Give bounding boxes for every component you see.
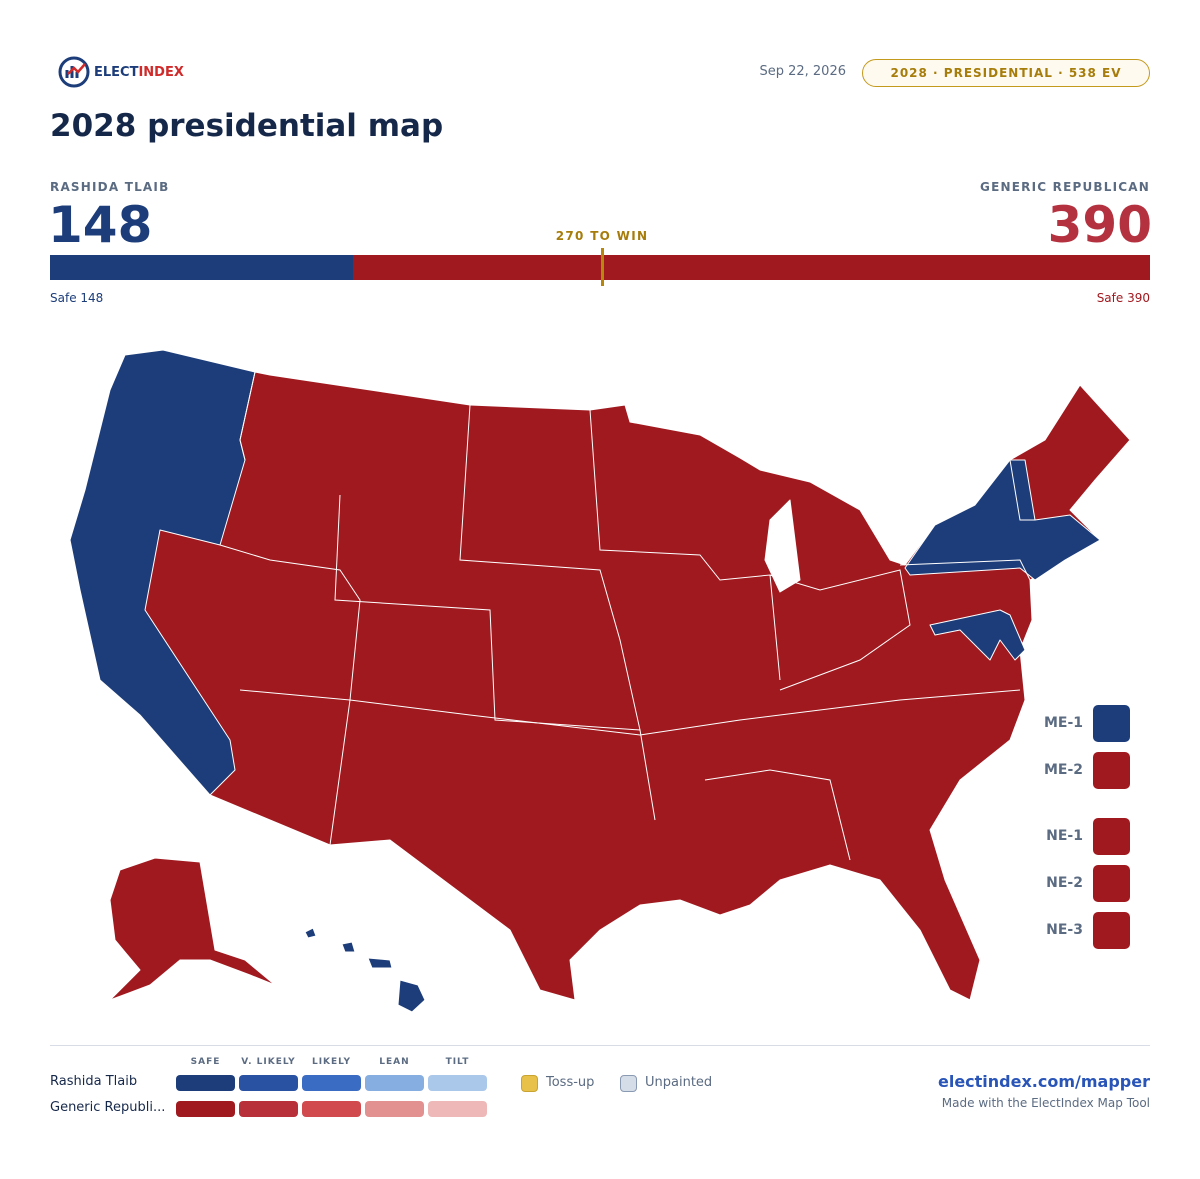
legend-swatch	[239, 1101, 298, 1117]
url-link[interactable]: electindex.com/mapper	[937, 1072, 1150, 1091]
logo-icon	[58, 56, 90, 88]
district-box	[1093, 912, 1130, 949]
legend-swatch	[302, 1075, 361, 1091]
border	[334, 494, 656, 821]
border	[239, 689, 1021, 736]
candidate-name: RASHIDA TLAIB	[50, 180, 170, 194]
district-label: NE-3	[1046, 922, 1083, 938]
safe-value: 390	[1127, 291, 1150, 305]
bar-segment	[352, 255, 1150, 280]
legend-row-name: Rashida Tlaib	[50, 1074, 138, 1089]
to-win-marker	[601, 248, 605, 286]
legend-swatch	[521, 1075, 538, 1092]
legend-label: Toss-up	[546, 1075, 595, 1090]
district-box	[1093, 818, 1130, 855]
district-label: NE-2	[1046, 875, 1083, 891]
lake	[764, 499, 801, 593]
border	[459, 404, 641, 731]
district-box	[1093, 705, 1130, 742]
district-box	[1093, 865, 1130, 902]
divider	[50, 1045, 1150, 1046]
border	[589, 409, 781, 681]
state-region	[367, 957, 393, 969]
candidate-name: GENERIC REPUBLICAN	[980, 180, 1150, 194]
safe-label: Safe	[1096, 291, 1124, 305]
to-win-label: 270 TO WIN	[556, 229, 649, 243]
district-label: NE-1	[1046, 828, 1083, 844]
safe-total: Safe 390	[1097, 291, 1150, 305]
border	[1009, 459, 1035, 521]
credit: Made with the ElectIndex Map Tool	[941, 1096, 1150, 1110]
border	[239, 371, 256, 461]
to-win-text: TO WIN	[590, 229, 649, 243]
ev-bar	[50, 255, 1150, 280]
us-map	[69, 349, 1131, 1013]
ev-total: 148	[48, 196, 153, 254]
ev-total: 390	[1047, 196, 1152, 254]
border	[219, 544, 361, 846]
district-label: ME-1	[1043, 715, 1083, 731]
legend-swatch	[365, 1101, 424, 1117]
badge: 2028 · PRESIDENTIAL · 538 EV	[862, 59, 1150, 87]
logo-text: ELECT	[94, 64, 139, 80]
to-win-value: 270	[555, 229, 585, 243]
legend-column: LIKELY	[311, 1057, 352, 1067]
legend-swatch	[428, 1101, 487, 1117]
legend-swatch	[302, 1101, 361, 1117]
logo: ELECT INDEX	[58, 56, 184, 88]
legend-swatch	[176, 1101, 235, 1117]
state-region	[929, 609, 1026, 661]
district-box	[1093, 752, 1130, 789]
bar-segment	[50, 255, 353, 280]
district-label: ME-2	[1043, 762, 1083, 778]
legend-column: LEAN	[379, 1057, 410, 1067]
legend-row-name: Generic Republi...	[50, 1100, 166, 1115]
border	[704, 769, 851, 861]
legend-swatch	[365, 1075, 424, 1091]
state-region	[109, 857, 276, 1001]
legend-column: TILT	[445, 1057, 470, 1067]
legend-swatch	[620, 1075, 637, 1092]
legend-swatch	[239, 1075, 298, 1091]
safe-label: Safe	[50, 291, 77, 305]
border	[769, 569, 911, 691]
state-region	[341, 941, 356, 953]
legend-column: SAFE	[190, 1057, 221, 1067]
date: Sep 22, 2026	[759, 64, 846, 79]
legend-column: V. LIKELY	[241, 1057, 296, 1067]
safe-value: 148	[80, 291, 104, 305]
state-region	[397, 979, 426, 1013]
legend-swatch	[428, 1075, 487, 1091]
logo-text: INDEX	[138, 64, 184, 80]
state-region	[304, 927, 317, 939]
border	[899, 559, 1031, 581]
title: 2028 presidential map	[50, 108, 444, 144]
safe-total: Safe 148	[50, 291, 103, 305]
legend-label: Unpainted	[645, 1075, 713, 1090]
state-borders	[219, 371, 1035, 861]
legend-swatch	[176, 1075, 235, 1091]
state-region	[69, 349, 1131, 1001]
